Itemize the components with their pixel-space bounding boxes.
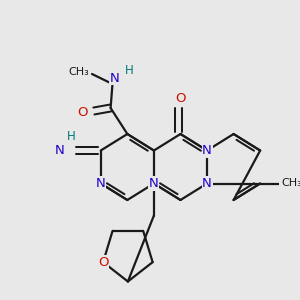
- Text: O: O: [77, 106, 88, 119]
- Text: N: N: [110, 71, 119, 85]
- Text: N: N: [202, 144, 212, 157]
- Text: N: N: [149, 177, 159, 190]
- Text: CH₃: CH₃: [281, 178, 300, 188]
- Text: H: H: [67, 130, 75, 143]
- Text: N: N: [55, 144, 65, 157]
- Text: H: H: [125, 64, 134, 76]
- Text: CH₃: CH₃: [69, 67, 89, 77]
- Text: O: O: [175, 92, 186, 104]
- Text: N: N: [96, 177, 106, 190]
- Text: O: O: [98, 256, 108, 269]
- Text: N: N: [202, 177, 212, 190]
